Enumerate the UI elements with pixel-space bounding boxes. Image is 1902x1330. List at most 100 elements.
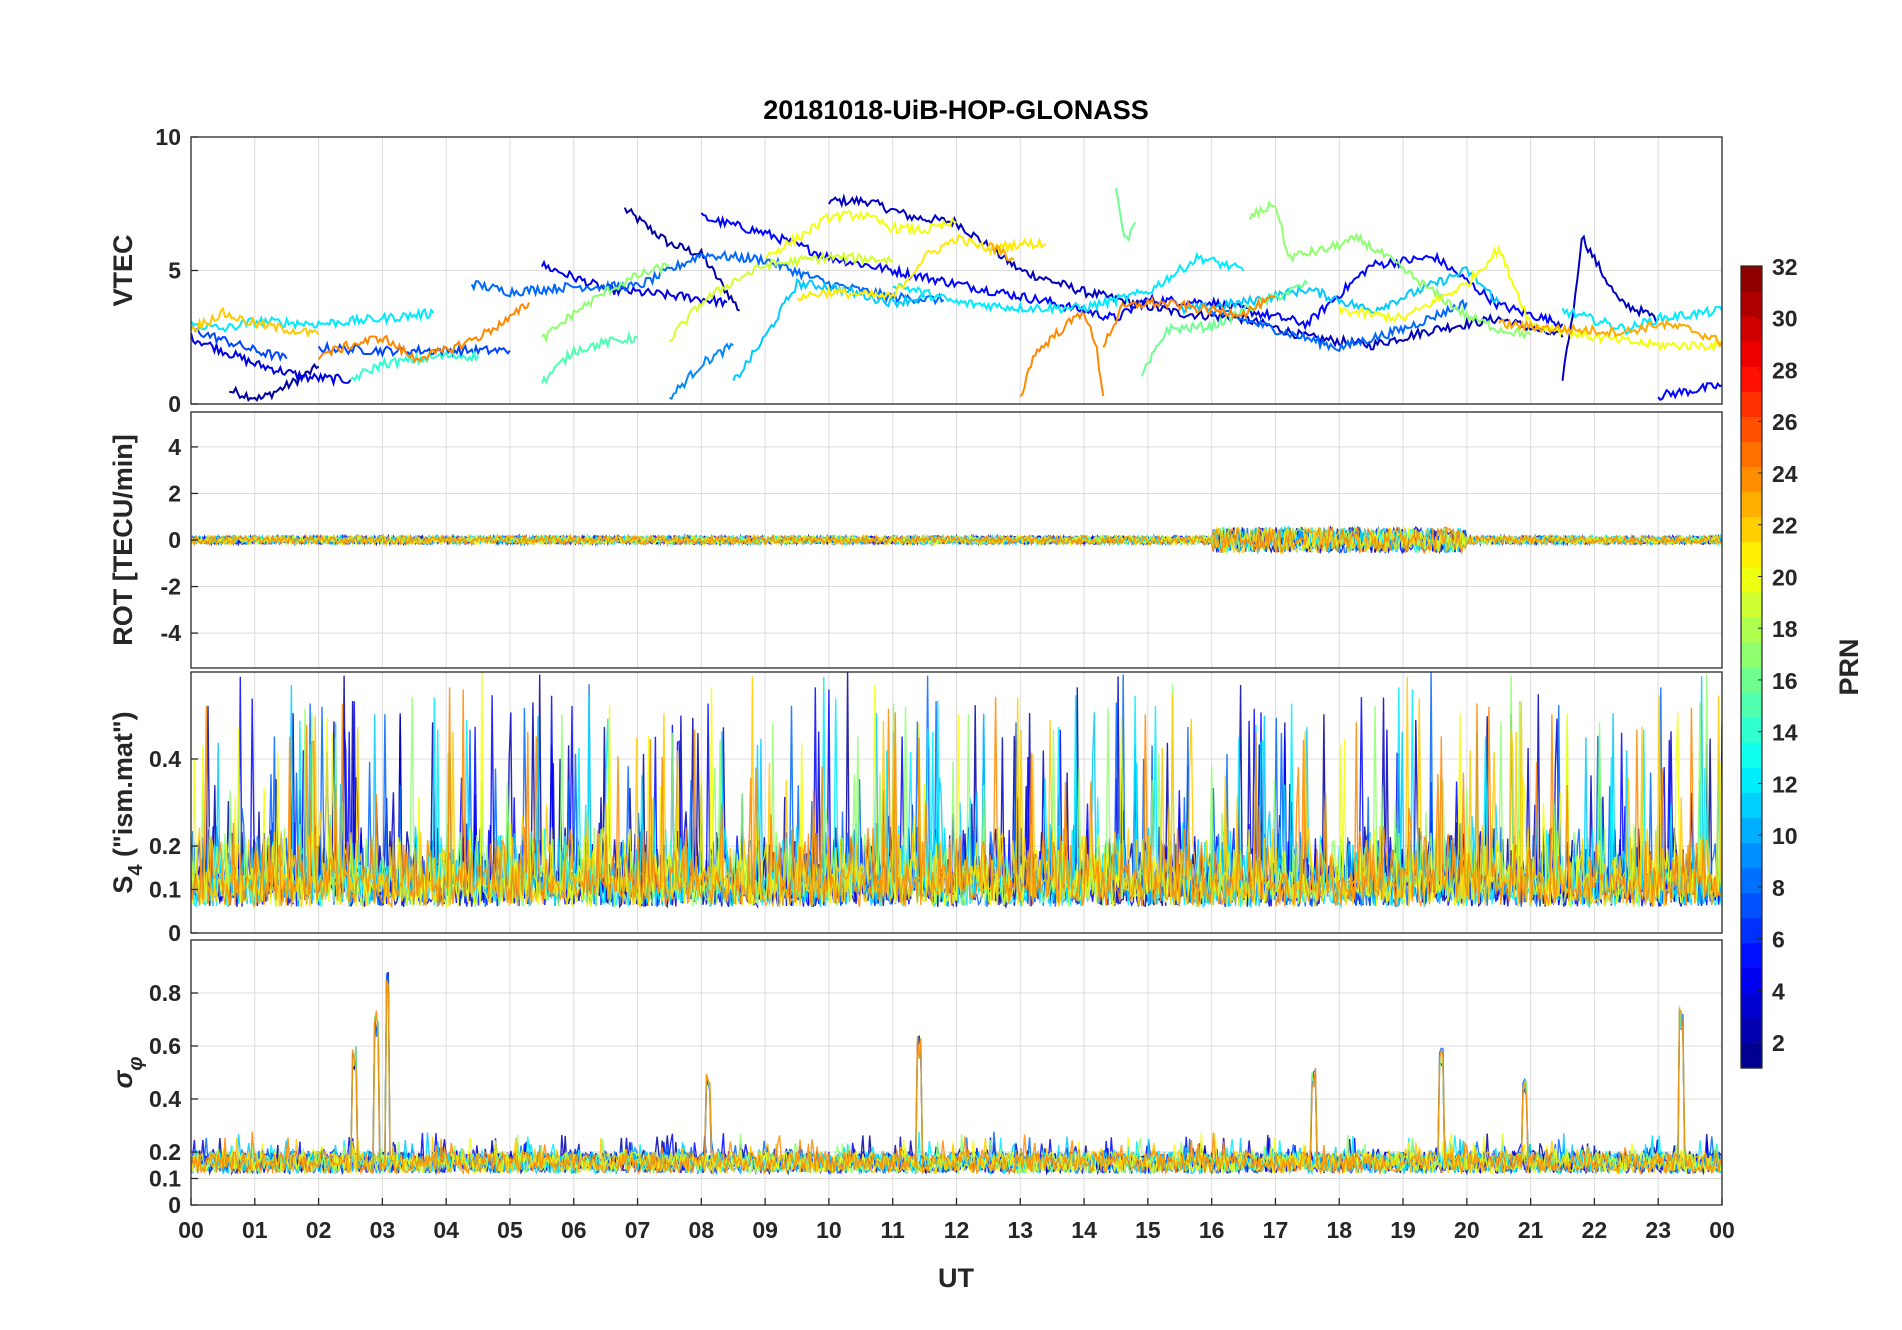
vtec-series-prn-12 (892, 251, 1245, 316)
y-axis-label-rot: ROT [TECU/min] (108, 434, 138, 645)
vtec-series-prn-23 (1497, 317, 1722, 348)
y-tick-label: 0 (168, 527, 181, 553)
y-tick-label: 0.2 (149, 833, 181, 859)
colorbar-tick-label: 10 (1772, 823, 1798, 849)
colorbar-frame (1740, 265, 1763, 1069)
panel-vtec: 0 5 10 VTEC (108, 124, 1723, 417)
y-tick-label: 0.8 (149, 980, 181, 1006)
x-tick-label: 23 (1645, 1217, 1671, 1243)
colorbar-tick-label: 8 (1772, 875, 1785, 901)
s4-series-prn-24 (191, 687, 1722, 909)
x-tick-label: 14 (1071, 1217, 1097, 1243)
x-tick-label: 10 (816, 1217, 842, 1243)
colorbar-segment (1741, 867, 1762, 894)
colorbar-segment (1741, 967, 1762, 994)
panel-sigma-phi: 00.10.2 0.4 0.6 0.8 σφ (108, 939, 1723, 1218)
colorbar-segment (1741, 291, 1762, 317)
y-tick-label: 0.6 (149, 1033, 181, 1059)
colorbar-segment (1741, 441, 1762, 468)
colorbar-segment (1741, 641, 1762, 668)
vtec-series-prn-16 (1115, 188, 1136, 243)
rot-series-prn-24 (191, 525, 1722, 556)
x-tick-label: 04 (433, 1217, 459, 1243)
x-tick-label: 17 (1263, 1217, 1289, 1243)
y-tick-label: 4 (168, 434, 181, 460)
y-tick-label: 0 (168, 920, 181, 946)
vtec-series-prn-11 (1178, 266, 1500, 316)
series-group (191, 971, 1722, 1176)
rot-series-prn-22 (191, 525, 1722, 556)
x-tick-label: 15 (1135, 1217, 1161, 1243)
colorbar-segment (1741, 767, 1762, 793)
s4-series-prn-20 (191, 672, 1722, 908)
colorbar-segment (1741, 366, 1762, 392)
vtec-series-prn-5 (1657, 381, 1722, 401)
colorbar-segment (1741, 917, 1762, 944)
colorbar-tick-label: 30 (1772, 306, 1798, 332)
y-tick-label: -2 (161, 574, 181, 600)
colorbar-segment (1741, 1042, 1762, 1069)
x-tick-label: 18 (1326, 1217, 1352, 1243)
vtec-series-prn-8 (1210, 298, 1468, 353)
colorbar-tick-label: 18 (1772, 616, 1798, 642)
x-axis-label: UT (938, 1263, 974, 1293)
x-tick-label: 07 (625, 1217, 651, 1243)
y-tick-label: -4 (161, 620, 182, 646)
x-tick-label: 22 (1582, 1217, 1608, 1243)
colorbar-segment (1741, 566, 1762, 593)
panel-rot: -4 -2 0 2 4 ROT [TECU/min] (108, 411, 1723, 669)
vtec-series-prn-22 (191, 306, 320, 339)
colorbar-segment (1741, 316, 1762, 342)
vtec-series-prn-24 (1102, 295, 1276, 348)
y-tick-label: 0 (168, 1192, 181, 1218)
x-tick-label: 05 (497, 1217, 523, 1243)
vtec-series-prn-24 (317, 302, 531, 364)
vtec-series-prn-15 (540, 330, 638, 386)
colorbar-tick-label: 6 (1772, 927, 1785, 953)
vtec-series-prn-12 (191, 307, 435, 333)
x-tick-label: 00 (1709, 1217, 1735, 1243)
colorbar-segment (1741, 516, 1762, 543)
vtec-series-prn-21 (796, 233, 1047, 301)
colorbar-tick-label: 4 (1772, 978, 1785, 1004)
x-tick-label: 06 (561, 1217, 587, 1243)
colorbar-segment (1741, 591, 1762, 618)
x-tick-label: 11 (881, 1217, 906, 1243)
colorbar-tick-label: 20 (1772, 564, 1798, 590)
series-group (191, 672, 1722, 909)
sigma_phi-series-prn-24 (191, 979, 1722, 1176)
colorbar-tick-label: 2 (1772, 1030, 1785, 1056)
vtec-series-prn-23 (987, 241, 1015, 262)
vtec-series-prn-17 (1248, 200, 1532, 341)
vtec-series-prn-3 (1561, 234, 1660, 381)
x-tick-label: 13 (1007, 1217, 1033, 1243)
vtec-series-prn-12 (1561, 305, 1722, 336)
y-tick-label: 0.1 (149, 1166, 181, 1192)
colorbar-segment (1741, 466, 1762, 493)
colorbar-segment (1741, 742, 1762, 768)
colorbar-segment (1741, 817, 1762, 844)
colorbar-segment (1741, 416, 1762, 443)
x-tick-label: 08 (689, 1217, 715, 1243)
vtec-series-prn-16 (1140, 278, 1309, 377)
colorbar-segment (1741, 266, 1762, 292)
y-tick-label: 0 (168, 391, 181, 417)
y-tick-label: 0.2 (149, 1139, 181, 1165)
colorbar-segment (1741, 616, 1762, 643)
y-tick-label: 0.4 (149, 1086, 181, 1112)
y-tick-label: 10 (155, 124, 181, 150)
colorbar-segment (1741, 667, 1762, 693)
vtec-series-prn-4 (541, 259, 728, 309)
series-group (191, 524, 1722, 556)
vtec-series-prn-4 (191, 332, 352, 387)
x-tick-label: 16 (1199, 1217, 1225, 1243)
colorbar-tick-label: 28 (1772, 357, 1798, 383)
vtec-series-prn-17 (541, 262, 670, 344)
vtec-series-prn-9 (669, 342, 734, 400)
colorbar-segment (1741, 491, 1762, 518)
colorbar-tick-label: 14 (1772, 720, 1798, 746)
x-tick-label: 12 (944, 1217, 970, 1243)
x-tick-label: 19 (1390, 1217, 1416, 1243)
vtec-series-prn-20 (764, 209, 957, 260)
